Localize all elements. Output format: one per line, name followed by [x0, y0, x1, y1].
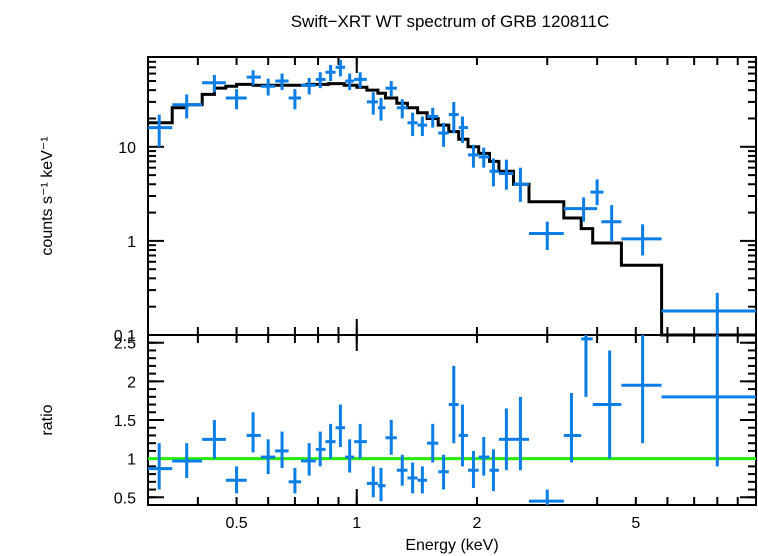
- ratio-point: [260, 439, 276, 475]
- data-point: [601, 205, 622, 241]
- spectrum-axis-ticks: [148, 56, 756, 336]
- ratio-point: [172, 443, 203, 478]
- data-point: [225, 89, 247, 110]
- ratio-point: [417, 466, 428, 494]
- data-point: [300, 77, 316, 95]
- y-tick-label: 0.5: [114, 490, 136, 507]
- ratio-point: [458, 404, 469, 467]
- y-tick-label: 10: [118, 140, 136, 157]
- x-tick-label: 2: [472, 515, 481, 532]
- data-point: [354, 72, 367, 89]
- y-tick-label: 2: [127, 374, 136, 391]
- ratio-point: [275, 431, 289, 468]
- x-tick-label: 1: [352, 515, 361, 532]
- ratio-point: [385, 420, 397, 455]
- y-tick-label: 1: [127, 234, 136, 251]
- ratio-point: [246, 412, 261, 453]
- ratio-data-points: [148, 335, 756, 505]
- ratio-point: [427, 423, 439, 463]
- ratio-point: [489, 449, 499, 492]
- data-point: [448, 101, 459, 134]
- x-tick-label: 5: [631, 515, 640, 532]
- spectrum-y-tick-labels: 0.1 1 10: [114, 140, 136, 345]
- ratio-point: [528, 489, 564, 505]
- data-point: [513, 167, 529, 202]
- ratio-point: [621, 335, 662, 444]
- data-point: [345, 73, 355, 91]
- ratio-point: [148, 443, 173, 490]
- data-point: [407, 112, 418, 137]
- y-tick-label: 0.1: [114, 328, 136, 345]
- data-point: [661, 292, 756, 335]
- ratio-panel: 0.5 1 1.5 2 2.5 0.5 1 2 5 ratio Energy (keV): [39, 334, 757, 554]
- data-point: [396, 99, 408, 119]
- ratio-point: [498, 408, 514, 471]
- data-point: [385, 81, 397, 97]
- ratio-point: [563, 392, 582, 463]
- y-tick-label: 2.5: [114, 336, 136, 353]
- ratio-point: [354, 423, 367, 459]
- data-point: [438, 122, 449, 147]
- ratio-point: [345, 439, 355, 473]
- x-tick-label: 0.5: [225, 515, 247, 532]
- ratio-point: [202, 420, 226, 459]
- ratio-point: [468, 450, 479, 488]
- data-point: [315, 72, 326, 89]
- ratio-y-tick-labels: 0.5 1 1.5 2 2.5: [114, 336, 136, 508]
- spectrum-data-points: [148, 59, 756, 335]
- data-point: [260, 78, 276, 96]
- spectrum-panel: 0.1 1 10 counts s⁻¹ keV⁻¹: [39, 56, 757, 345]
- data-point: [288, 89, 301, 110]
- data-point: [563, 197, 598, 222]
- data-point: [246, 70, 261, 86]
- data-point: [417, 116, 428, 137]
- data-point: [478, 147, 490, 168]
- ratio-point: [448, 365, 459, 444]
- data-point: [427, 107, 439, 128]
- chart-title: Swift−XRT WT spectrum of GRB 120811C: [291, 12, 610, 31]
- ratio-point: [225, 466, 247, 494]
- model-curve: [148, 82, 756, 337]
- ratio-point: [513, 396, 529, 471]
- ratio-point: [300, 443, 316, 476]
- ratio-point: [438, 454, 449, 490]
- ratio-point: [396, 454, 408, 486]
- ratio-point: [315, 431, 326, 467]
- ratio-y-axis-label: ratio: [39, 404, 56, 435]
- data-point: [468, 144, 479, 168]
- ratio-point: [661, 335, 756, 467]
- y-tick-label: 1: [127, 452, 136, 469]
- ratio-point: [288, 467, 301, 494]
- data-point: [366, 92, 378, 115]
- ratio-point: [366, 466, 378, 498]
- data-point: [528, 221, 564, 251]
- y-tick-label: 1.5: [114, 413, 136, 430]
- ratio-point: [478, 437, 490, 476]
- data-point: [275, 73, 289, 91]
- ratio-point: [407, 462, 418, 494]
- data-point: [458, 116, 469, 143]
- ratio-point: [377, 467, 386, 502]
- model-step-line: [148, 82, 756, 337]
- data-point: [172, 94, 203, 119]
- data-point: [202, 74, 226, 93]
- data-point: [590, 179, 604, 206]
- spectrum-y-axis-label: counts s⁻¹ keV⁻¹: [39, 136, 56, 255]
- data-point: [148, 114, 173, 147]
- data-point: [325, 64, 336, 82]
- data-point: [621, 224, 662, 256]
- x-tick-labels: 0.5 1 2 5: [225, 515, 640, 532]
- x-axis-label: Energy (keV): [405, 537, 498, 554]
- ratio-point: [325, 423, 336, 459]
- data-point: [377, 98, 386, 121]
- data-point: [498, 159, 514, 190]
- ratio-point: [592, 350, 622, 459]
- data-point: [335, 59, 346, 77]
- ratio-point: [335, 404, 346, 448]
- data-point: [489, 158, 499, 187]
- ratio-point: [581, 335, 593, 397]
